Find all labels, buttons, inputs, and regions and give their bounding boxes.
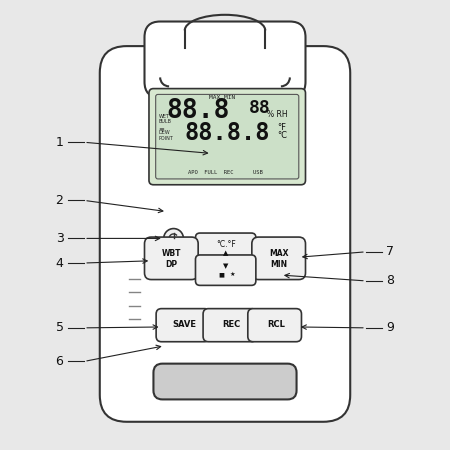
FancyBboxPatch shape — [156, 309, 210, 342]
Text: REC: REC — [223, 320, 241, 329]
Text: ★: ★ — [230, 272, 235, 277]
Text: 3: 3 — [56, 232, 63, 245]
Text: 6: 6 — [56, 355, 63, 368]
FancyBboxPatch shape — [144, 22, 306, 98]
Text: 8: 8 — [387, 274, 395, 288]
Text: °C: °C — [277, 131, 287, 140]
FancyBboxPatch shape — [144, 237, 198, 279]
Text: WBT: WBT — [162, 248, 181, 257]
FancyBboxPatch shape — [100, 46, 350, 422]
Text: 5: 5 — [55, 321, 63, 334]
FancyBboxPatch shape — [195, 233, 256, 263]
FancyBboxPatch shape — [248, 309, 302, 342]
Text: °F: °F — [278, 123, 287, 132]
Text: MAX MIN: MAX MIN — [209, 95, 236, 100]
Circle shape — [164, 229, 184, 248]
Text: 88.8: 88.8 — [166, 98, 230, 124]
FancyBboxPatch shape — [149, 89, 306, 185]
Text: 9: 9 — [387, 321, 394, 334]
Text: 88.8.8: 88.8.8 — [184, 122, 270, 145]
FancyBboxPatch shape — [252, 237, 306, 279]
Text: 2: 2 — [56, 194, 63, 207]
Text: ▲: ▲ — [223, 250, 228, 256]
FancyBboxPatch shape — [203, 309, 257, 342]
Text: WET
BULB: WET BULB — [158, 113, 171, 124]
Text: 1: 1 — [56, 136, 63, 149]
Text: DP: DP — [165, 260, 177, 269]
Text: % RH: % RH — [267, 111, 288, 120]
Text: 88: 88 — [249, 99, 271, 117]
Text: APO  FULL  REC      USB: APO FULL REC USB — [188, 170, 262, 175]
FancyBboxPatch shape — [153, 364, 297, 400]
Text: °C.°F: °C.°F — [216, 240, 235, 249]
FancyBboxPatch shape — [156, 94, 299, 179]
Text: ■: ■ — [218, 272, 224, 277]
Text: DEW
POINT: DEW POINT — [158, 130, 173, 141]
FancyBboxPatch shape — [195, 255, 256, 285]
Text: 7: 7 — [387, 245, 395, 258]
Text: RCL: RCL — [267, 320, 285, 329]
Text: SAVE: SAVE — [173, 320, 197, 329]
Text: MIN: MIN — [270, 260, 287, 269]
Text: =: = — [158, 126, 164, 132]
Text: MAX: MAX — [269, 248, 288, 257]
Text: 4: 4 — [56, 256, 63, 270]
Text: ▼: ▼ — [223, 263, 228, 269]
